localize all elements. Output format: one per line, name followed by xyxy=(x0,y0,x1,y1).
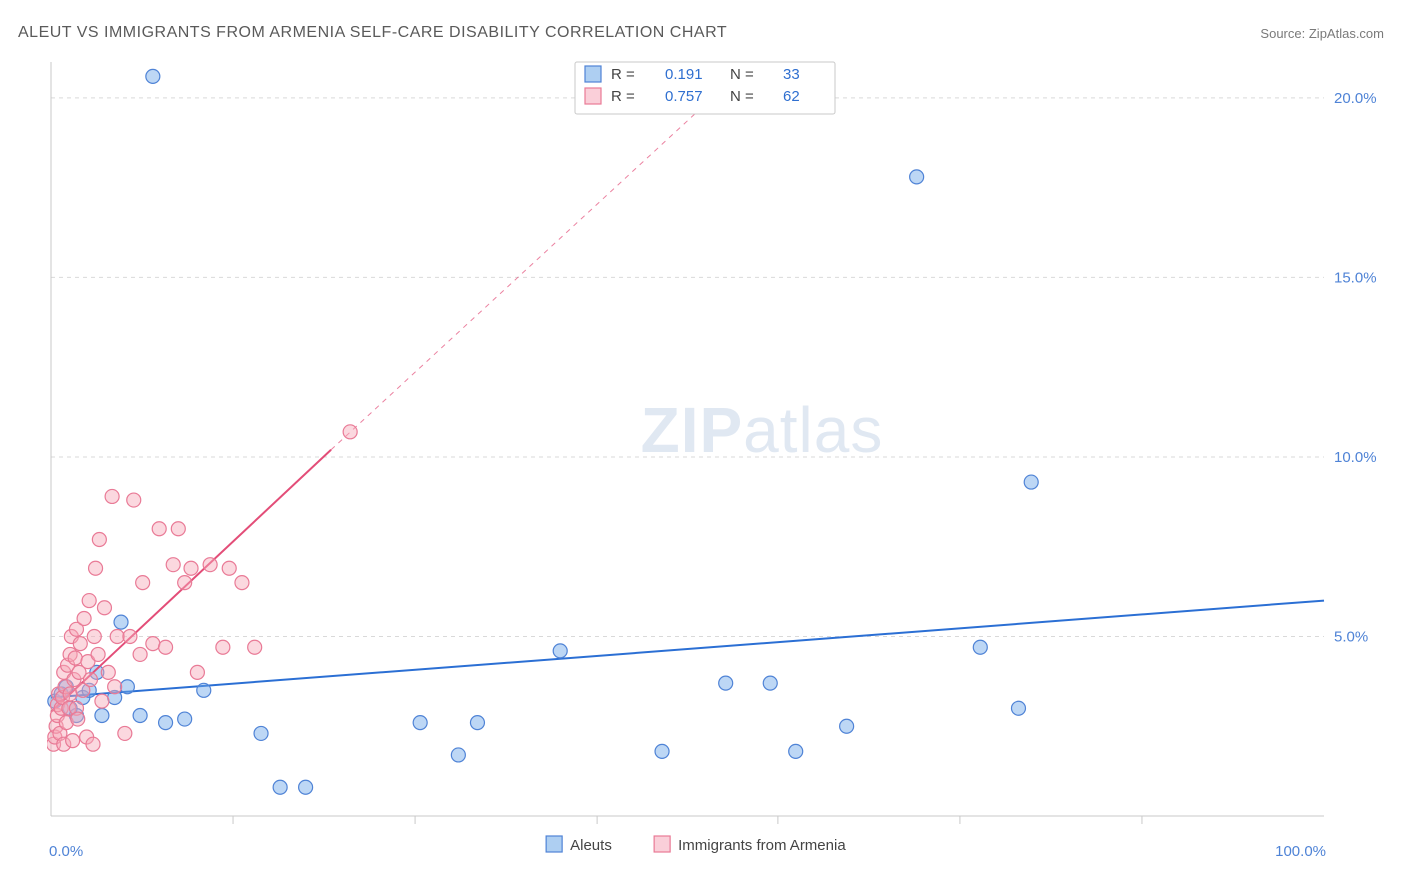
svg-text:15.0%: 15.0% xyxy=(1334,269,1377,286)
svg-text:20.0%: 20.0% xyxy=(1334,90,1377,107)
source-attribution: Source: ZipAtlas.com xyxy=(1260,26,1384,41)
svg-text:Aleuts: Aleuts xyxy=(570,837,612,854)
scatter-chart-svg: ZIPatlas 5.0% 10.0% 15.0% 20.0% 0.0% 100.0% R =… xyxy=(47,58,1396,862)
svg-text:0.757: 0.757 xyxy=(665,88,703,105)
svg-text:ZIPatlas: ZIPatlas xyxy=(641,394,884,466)
svg-text:10.0%: 10.0% xyxy=(1334,449,1377,466)
svg-text:R =: R = xyxy=(611,88,635,105)
svg-text:N =: N = xyxy=(730,88,754,105)
svg-text:62: 62 xyxy=(783,88,800,105)
svg-text:R =: R = xyxy=(611,66,635,83)
svg-text:N =: N = xyxy=(730,66,754,83)
svg-text:Immigrants from Armenia: Immigrants from Armenia xyxy=(678,837,846,854)
svg-text:0.191: 0.191 xyxy=(665,66,703,83)
svg-text:0.0%: 0.0% xyxy=(49,843,83,860)
svg-text:5.0%: 5.0% xyxy=(1334,628,1368,645)
chart-plot-area: ZIPatlas 5.0% 10.0% 15.0% 20.0% 0.0% 100.0% R =… xyxy=(47,58,1396,862)
svg-text:33: 33 xyxy=(783,66,800,83)
source-name: ZipAtlas.com xyxy=(1309,26,1384,41)
chart-title: ALEUT VS IMMIGRANTS FROM ARMENIA SELF-CA… xyxy=(18,24,727,42)
source-label: Source: xyxy=(1260,26,1305,41)
svg-text:100.0%: 100.0% xyxy=(1275,843,1326,860)
